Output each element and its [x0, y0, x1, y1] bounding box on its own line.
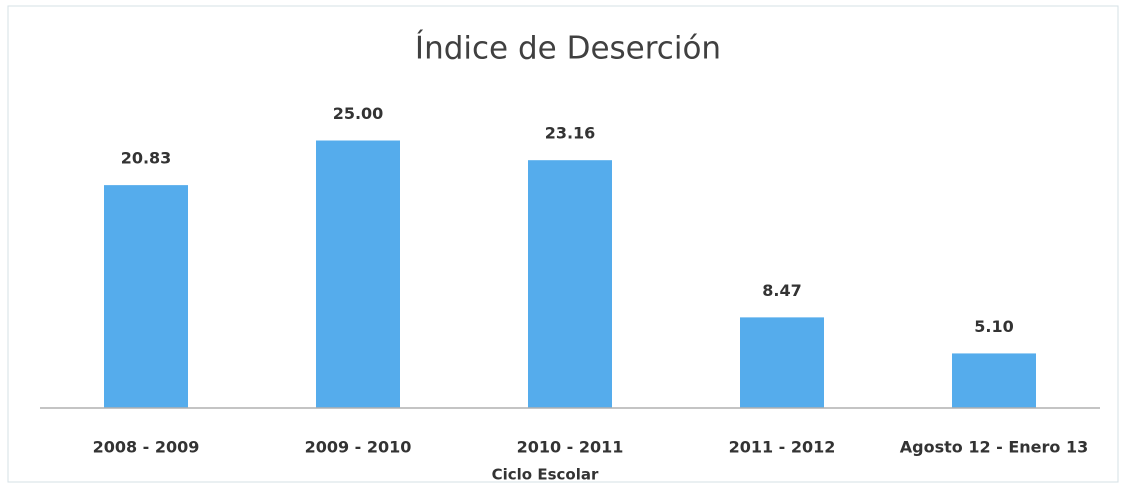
x-tick-label: 2011 - 2012: [729, 438, 836, 457]
x-tick-label: 2008 - 2009: [93, 438, 200, 457]
x-tick-label: 2009 - 2010: [305, 438, 412, 457]
bar: [740, 317, 824, 408]
bar: [952, 353, 1036, 408]
x-axis-label: Ciclo Escolar: [492, 466, 599, 484]
x-tick-label: Agosto 12 - Enero 13: [900, 438, 1089, 457]
data-label: 8.47: [762, 281, 801, 300]
data-label: 25.00: [333, 104, 384, 123]
data-label: 5.10: [974, 317, 1013, 336]
bar: [104, 185, 188, 408]
data-label: 23.16: [545, 124, 596, 143]
bar: [316, 140, 400, 408]
chart-title: Índice de Deserción: [415, 31, 721, 67]
bar: [528, 160, 612, 408]
x-tick-label: 2010 - 2011: [517, 438, 624, 457]
chart-frame: [7, 5, 1119, 483]
data-label: 20.83: [121, 149, 172, 168]
